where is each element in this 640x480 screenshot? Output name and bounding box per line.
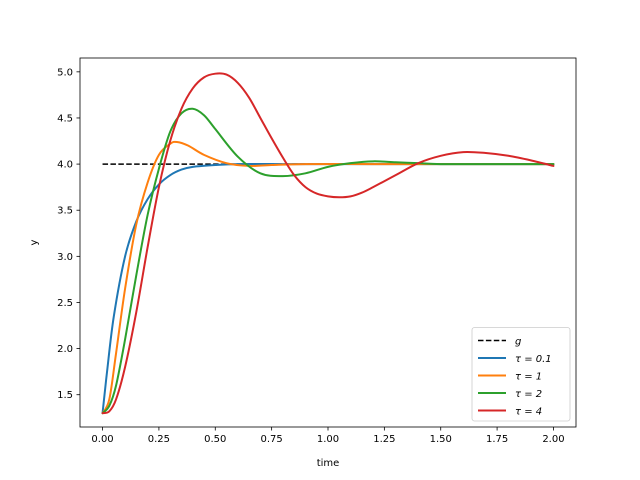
- series-line-tau-3: [101, 107, 555, 415]
- legend-label: g: [515, 336, 521, 347]
- x-tick-label: 1.00: [317, 434, 339, 445]
- x-tick-label: 1.50: [430, 434, 452, 445]
- y-tick-label: 2.0: [57, 344, 73, 355]
- series-line-tau-2: [101, 140, 555, 415]
- y-tick-label: 5.0: [57, 67, 73, 78]
- x-axis-label: time: [317, 458, 340, 469]
- x-axis: 0.00 0.25 0.50 0.75 1.00 1.25 1.50 1.75 2.00: [91, 427, 565, 445]
- y-axis-label: y: [29, 239, 40, 245]
- x-tick-label: 1.75: [486, 434, 508, 445]
- y-tick-label: 4.5: [57, 113, 73, 124]
- x-tick-label: 0.25: [148, 434, 170, 445]
- y-tick-label: 2.5: [57, 298, 73, 309]
- x-tick-label: 0.75: [261, 434, 283, 445]
- series-line-tau-4: [101, 72, 555, 415]
- y-tick-label: 3.0: [57, 252, 73, 263]
- legend: g τ = 0.1 τ = 1 τ = 2 τ = 4: [471, 327, 571, 422]
- plot-lines: [101, 72, 555, 415]
- legend-label: τ = 4: [515, 406, 542, 417]
- y-axis: 1.5 2.0 2.5 3.0 3.5 4.0 4.5 5.0: [57, 67, 80, 401]
- legend-label: τ = 2: [515, 389, 542, 400]
- legend-label: τ = 0.1: [515, 354, 552, 365]
- legend-box: [471, 327, 571, 422]
- x-tick-label: 0.50: [204, 434, 226, 445]
- x-tick-label: 2.00: [542, 434, 564, 445]
- y-tick-label: 3.5: [57, 206, 73, 217]
- x-tick-label: 0.00: [91, 434, 113, 445]
- x-tick-label: 1.25: [373, 434, 395, 445]
- y-tick-label: 1.5: [57, 390, 73, 401]
- y-tick-label: 4.0: [57, 160, 73, 171]
- legend-label: τ = 1: [515, 371, 542, 382]
